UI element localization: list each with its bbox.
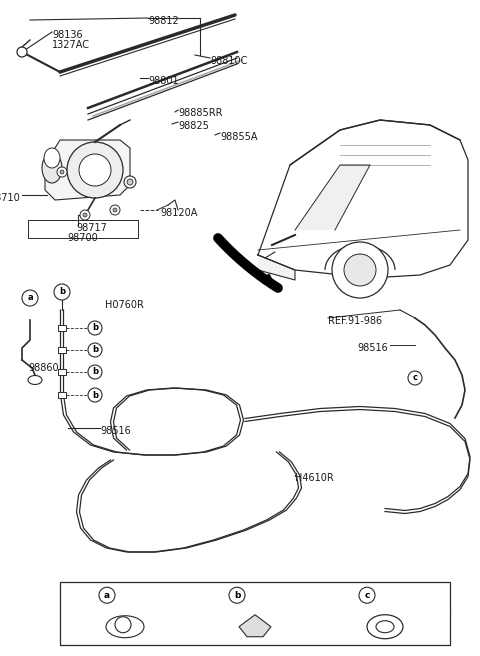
Text: 98136: 98136 [52,30,83,40]
Text: b: b [59,287,65,297]
Circle shape [88,343,102,357]
Text: 98700: 98700 [68,233,98,243]
Text: 98661G: 98661G [249,591,287,602]
Circle shape [79,154,111,186]
Text: b: b [234,591,240,600]
Circle shape [60,170,64,174]
Text: H4610R: H4610R [295,473,334,483]
Text: 98860: 98860 [28,363,59,373]
Polygon shape [239,615,271,637]
Text: REF.91-986: REF.91-986 [328,316,382,326]
Bar [28,220,138,238]
Circle shape [359,587,375,604]
Bar [58,347,66,353]
Text: 98825: 98825 [178,121,209,131]
Circle shape [57,167,67,177]
Polygon shape [45,140,130,200]
Text: 98812: 98812 [148,16,179,26]
Ellipse shape [376,621,394,633]
Ellipse shape [28,375,42,384]
Text: 98893B: 98893B [379,591,416,602]
Circle shape [88,388,102,402]
Text: 98516: 98516 [357,343,388,353]
Circle shape [229,587,245,604]
Text: 98120A: 98120A [160,208,197,218]
Text: 1327AC: 1327AC [52,40,90,50]
Circle shape [88,321,102,335]
Text: b: b [92,346,98,354]
Polygon shape [258,255,295,280]
Text: 98810C: 98810C [210,56,247,66]
Text: 98710: 98710 [0,193,20,203]
Circle shape [80,210,90,220]
Ellipse shape [106,616,144,638]
Text: b: b [92,367,98,377]
Circle shape [67,142,123,198]
Text: H0760R: H0760R [105,300,144,310]
Ellipse shape [44,148,60,168]
Text: 98516: 98516 [100,426,131,436]
Circle shape [99,587,115,604]
Circle shape [88,365,102,379]
Circle shape [54,284,70,300]
Text: a: a [104,591,110,600]
Bar [58,369,66,375]
Circle shape [124,176,136,188]
Polygon shape [295,165,370,230]
Circle shape [113,208,117,212]
Circle shape [408,371,422,385]
Circle shape [110,205,120,215]
Circle shape [17,47,27,57]
Bar [58,392,66,398]
Text: 98885RR: 98885RR [178,108,223,118]
Text: b: b [92,390,98,400]
Circle shape [127,179,133,185]
Circle shape [344,254,376,286]
Ellipse shape [42,153,62,183]
Circle shape [115,617,131,633]
Text: 98940C: 98940C [119,591,156,602]
Bar [58,325,66,331]
Circle shape [83,213,87,217]
Circle shape [22,290,38,306]
Polygon shape [258,120,468,278]
Circle shape [332,242,388,298]
Text: c: c [412,373,418,382]
Text: c: c [364,591,370,600]
Text: a: a [27,293,33,302]
Text: 98801: 98801 [148,76,179,86]
Text: 98717: 98717 [76,223,107,233]
Text: b: b [92,323,98,333]
Ellipse shape [367,615,403,639]
Bar [60,582,450,645]
Text: 98855A: 98855A [220,132,257,142]
